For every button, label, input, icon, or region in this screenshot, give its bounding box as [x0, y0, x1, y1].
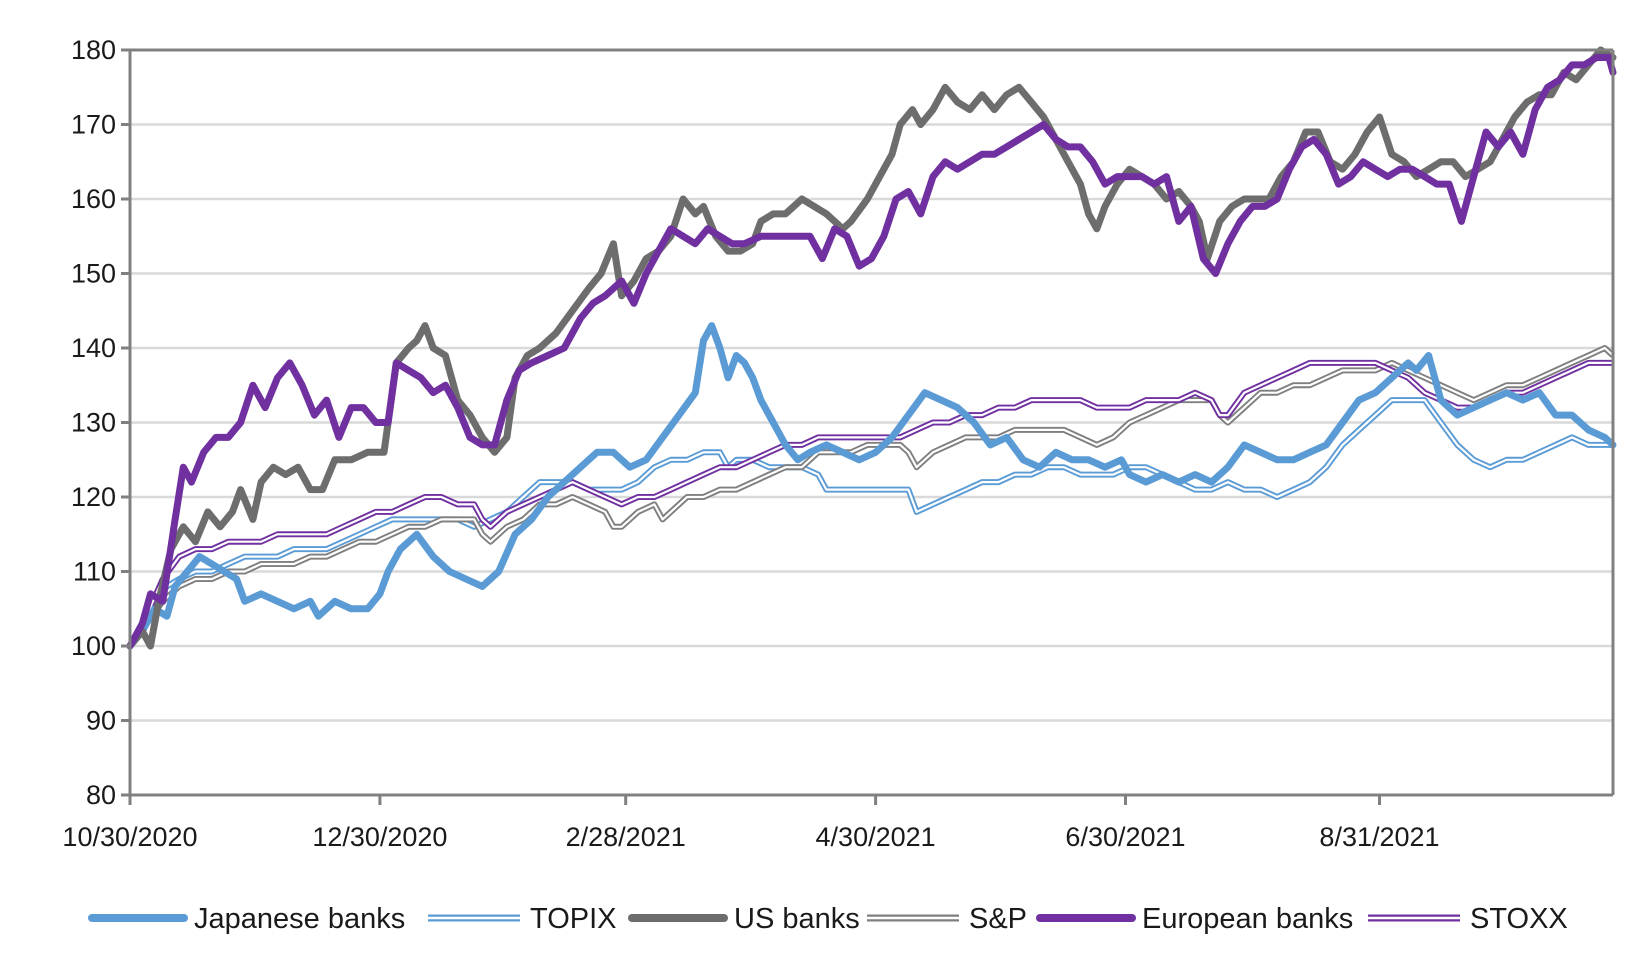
- x-tick-label-2: 2/28/2021: [566, 822, 686, 852]
- y-tick-label-130: 130: [71, 408, 116, 438]
- x-tick-label-4: 6/30/2021: [1065, 822, 1185, 852]
- legend: Japanese banks TOPIX US banks S&P European b…: [88, 903, 1568, 935]
- y-tick-label-100: 100: [71, 631, 116, 661]
- y-tick-label-180: 180: [71, 35, 116, 65]
- series-japanese-banks: [126, 322, 1617, 650]
- y-tick-label-170: 170: [71, 110, 116, 140]
- x-tick-label-5: 8/31/2021: [1319, 822, 1439, 852]
- y-tick-label-110: 110: [73, 557, 116, 587]
- legend-item-european-banks: European banks: [1036, 903, 1353, 935]
- legend-label: S&P: [969, 903, 1027, 935]
- series-line: [126, 46, 1617, 650]
- legend-label: TOPIX: [530, 903, 617, 935]
- legend-label: US banks: [734, 903, 860, 935]
- y-tick-label-120: 120: [71, 482, 116, 512]
- legend-item-stoxx: STOXX: [1368, 903, 1568, 935]
- y-tick-label-80: 80: [86, 780, 116, 810]
- legend-item-japanese-banks: Japanese banks: [88, 903, 405, 935]
- series-line-inner: [129, 361, 1613, 647]
- series-us-banks: [126, 46, 1617, 650]
- series-line: [126, 322, 1617, 650]
- x-tick-label-1: 12/30/2020: [312, 822, 447, 852]
- x-tick-label-3: 4/30/2021: [816, 822, 936, 852]
- y-axis-ticks: 80 90 100 110 120 130 140 150 160 170 180: [71, 35, 130, 810]
- series-line-inner: [129, 399, 1613, 647]
- x-tick-label-0: 10/30/2020: [62, 822, 197, 852]
- y-tick-label-150: 150: [71, 259, 116, 289]
- legend-item-topix: TOPIX: [428, 903, 617, 935]
- series-s-p: [127, 345, 1616, 648]
- series-stoxx: [127, 359, 1613, 648]
- legend-label: STOXX: [1470, 903, 1568, 935]
- series-layer: [126, 46, 1617, 650]
- series-line-inner: [129, 346, 1614, 647]
- legend-label: Japanese banks: [194, 903, 405, 935]
- y-tick-label-90: 90: [86, 706, 116, 736]
- series-line: [126, 54, 1617, 650]
- y-tick-label-140: 140: [71, 333, 116, 363]
- series-european-banks: [126, 54, 1617, 650]
- series-topix: [127, 397, 1613, 648]
- legend-item-s-p: S&P: [867, 903, 1027, 935]
- legend-item-us-banks: US banks: [628, 903, 860, 935]
- legend-label: European banks: [1142, 903, 1353, 935]
- y-tick-label-160: 160: [71, 184, 116, 214]
- x-axis-ticks: 10/30/2020 12/30/2020 2/28/2021 4/30/2021 6/…: [62, 795, 1440, 852]
